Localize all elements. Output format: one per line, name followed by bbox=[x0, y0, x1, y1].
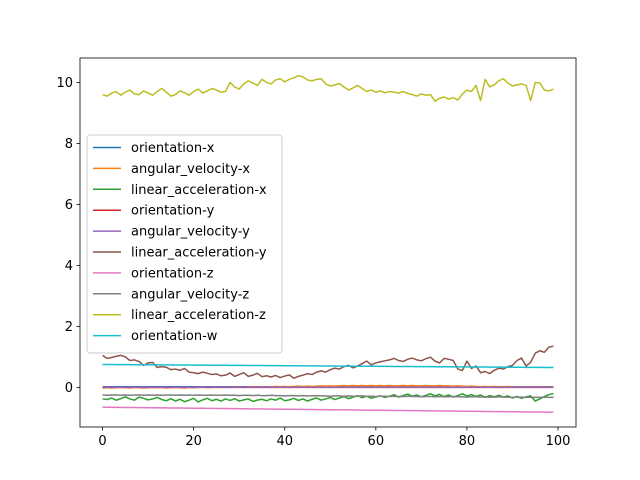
legend-label: orientation-y bbox=[131, 204, 215, 219]
legend-frame bbox=[86, 134, 283, 354]
series-line-angular_velocity-z bbox=[102, 394, 554, 399]
plot-frame bbox=[79, 57, 577, 428]
y-axis: 0 2 4 6 8 10 bbox=[56, 76, 80, 396]
legend-label: linear_acceleration-y bbox=[131, 246, 267, 261]
x-tick-label: 40 bbox=[276, 434, 293, 449]
legend-label: orientation-w bbox=[131, 329, 218, 344]
series-line-linear_acceleration-x bbox=[102, 392, 554, 403]
y-tick-label: 0 bbox=[65, 381, 73, 396]
legend-label: linear_acceleration-z bbox=[131, 308, 266, 323]
legend: orientation-x angular_velocity-x linear_ac… bbox=[86, 134, 283, 354]
legend-label: linear_acceleration-x bbox=[131, 183, 267, 198]
x-axis: 0 20 40 60 80 100 bbox=[98, 427, 570, 449]
series-line-orientation-w bbox=[102, 363, 554, 369]
y-tick-label: 10 bbox=[56, 76, 73, 91]
x-tick-label: 0 bbox=[98, 434, 106, 449]
x-tick-label: 60 bbox=[368, 434, 385, 449]
series-line-linear_acceleration-z bbox=[102, 74, 554, 103]
series-layer bbox=[102, 74, 554, 413]
x-tick-label: 20 bbox=[185, 434, 202, 449]
legend-label: orientation-z bbox=[131, 266, 214, 281]
x-tick-label: 80 bbox=[459, 434, 476, 449]
series-line-linear_acceleration-y bbox=[102, 345, 554, 379]
legend-label: angular_velocity-y bbox=[131, 225, 250, 240]
x-tick-label: 100 bbox=[546, 434, 571, 449]
legend-label: orientation-x bbox=[131, 141, 215, 156]
y-tick-label: 6 bbox=[65, 198, 73, 213]
y-tick-label: 2 bbox=[65, 320, 73, 335]
series-line-orientation-z bbox=[102, 406, 554, 413]
legend-label: angular_velocity-x bbox=[131, 162, 250, 177]
y-tick-label: 8 bbox=[65, 137, 73, 152]
legend-label: angular_velocity-z bbox=[131, 287, 249, 302]
y-tick-label: 4 bbox=[65, 259, 73, 274]
